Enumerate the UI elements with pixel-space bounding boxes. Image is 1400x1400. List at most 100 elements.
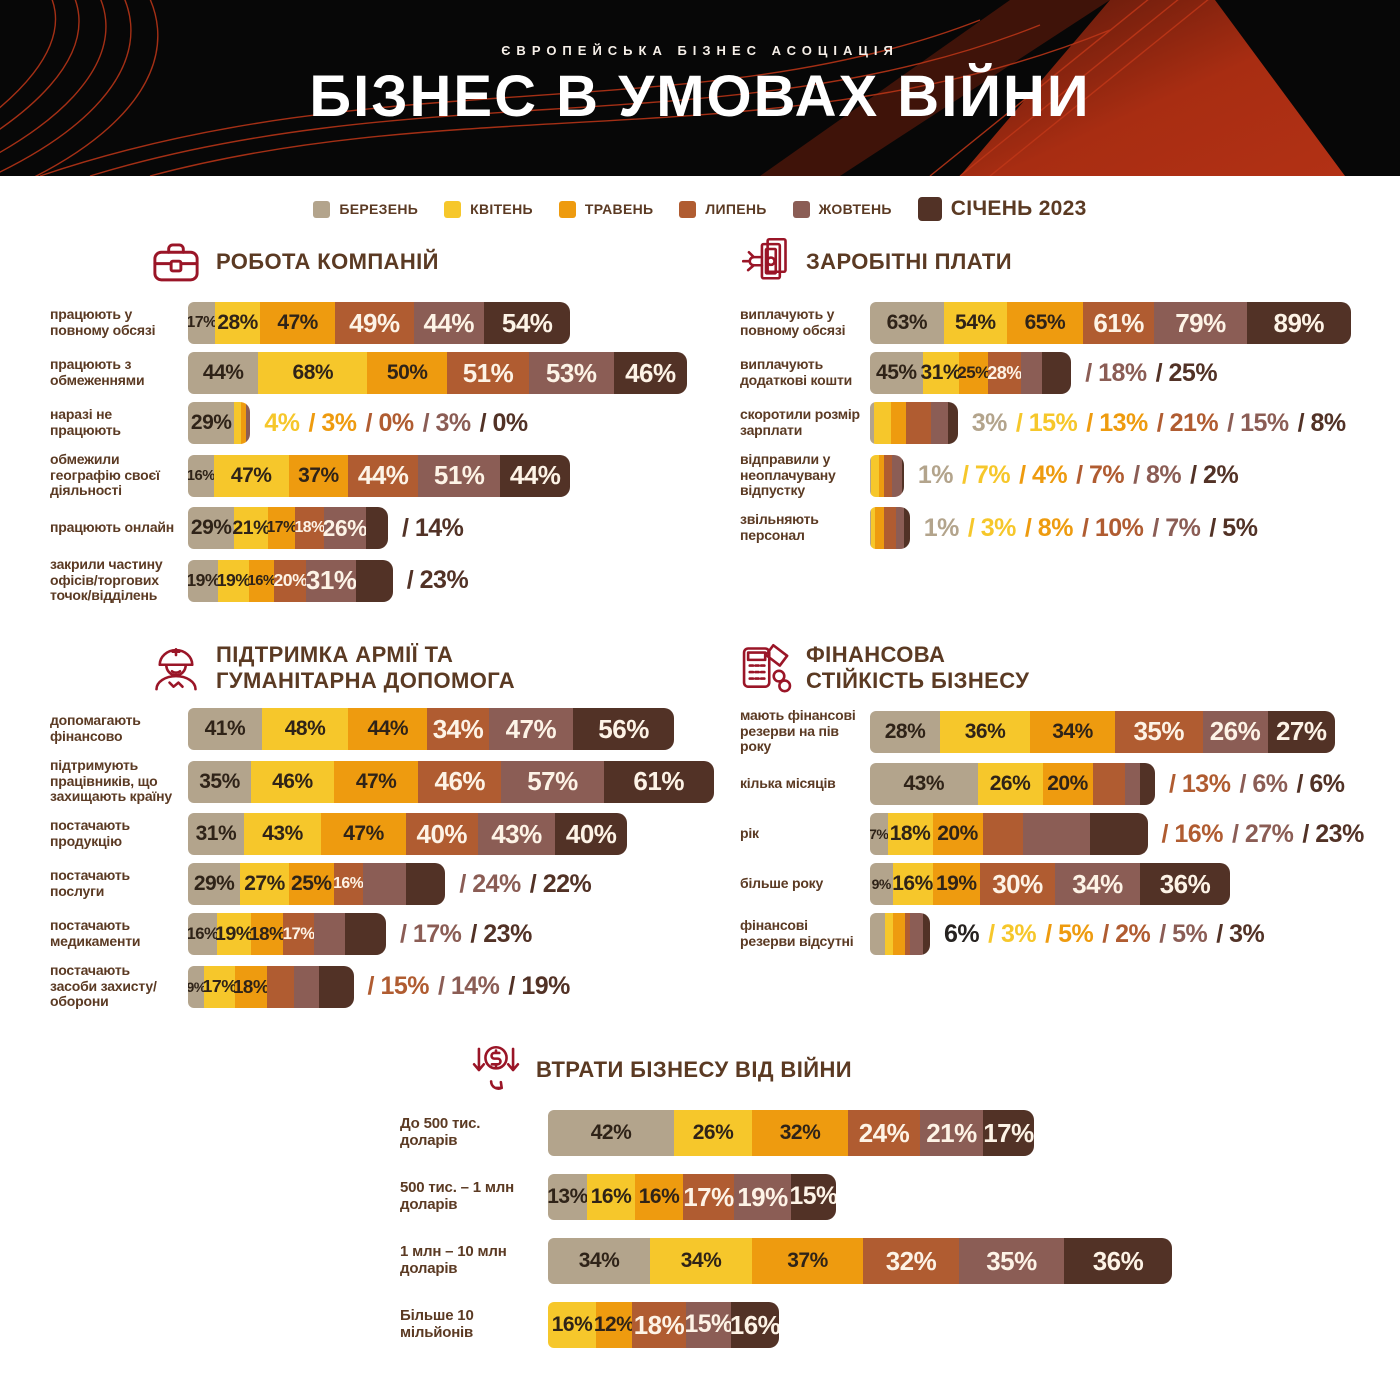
stacked-bar	[870, 913, 930, 956]
stacked-bar	[870, 454, 904, 497]
bar-segment: 17%	[683, 1174, 734, 1221]
bar-segment	[1125, 763, 1140, 806]
section-1: РОБОТА КОМПАНІЙ працюють у повному обсязі…	[50, 236, 740, 612]
segment-value: 27%	[1275, 716, 1327, 747]
segment-value: 63%	[886, 311, 928, 334]
row-label: постачають продукцію	[50, 817, 130, 850]
bar-segment: 34%	[548, 1238, 650, 1285]
chart-row: постачають засоби захисту/оборони 9% 17% 18…	[50, 962, 740, 1010]
bar-segment: 46%	[613, 352, 688, 394]
legend-swatch	[558, 200, 576, 218]
bar-segment: 32%	[863, 1238, 959, 1285]
chart-row: виплачують у повному обсязі 63% 54% 65% 61% 7…	[740, 302, 1400, 344]
segment-value: 50%	[386, 361, 428, 384]
section-header: ФІНАНСОВА СТІЙКІСТЬ БІЗНЕСУ	[740, 642, 1400, 694]
segment-value: 56%	[598, 713, 649, 744]
outside-values: / 23%	[407, 566, 469, 595]
bar-segment: 42%	[548, 1110, 674, 1157]
bar-segment: 16%	[333, 863, 364, 906]
segment-value: 46%	[272, 769, 313, 793]
bar-segment: 35%	[1115, 710, 1203, 753]
outside-value: / 23%	[1302, 819, 1364, 848]
bar-segment: 48%	[261, 708, 349, 751]
segment-value: 34%	[578, 1249, 620, 1273]
stacked-bar: 29% 27% 25% 16%	[188, 863, 446, 906]
bar-segment	[355, 559, 393, 602]
stacked-bar: 13% 16% 16% 17% 19% 15%	[548, 1174, 836, 1221]
segment-value: 47%	[230, 463, 272, 487]
row-label: 1 млн – 10 млн доларів	[400, 1243, 507, 1278]
segment-value: 17%	[266, 519, 298, 537]
segment-value: 16%	[729, 1309, 779, 1340]
outside-value: / 8%	[1133, 461, 1182, 489]
legend-label: БЕРЕЗЕНЬ	[339, 201, 419, 217]
section-header: ЗАРОБІТНІ ПЛАТИ	[740, 236, 1400, 288]
outside-value: / 15%	[367, 972, 430, 1001]
legend-item: КВІТЕНЬ	[444, 200, 533, 218]
chart-row: виплачують додаткові кошти 45% 31% 25% 28% / …	[740, 352, 1400, 394]
outside-value: / 22%	[529, 869, 592, 898]
outside-value: / 14%	[401, 513, 464, 542]
bar-segment: 16%	[587, 1174, 635, 1221]
bar-segment: 9%	[188, 965, 206, 1008]
segment-value: 34%	[680, 1249, 722, 1273]
outside-values: 1% / 7% / 4% / 7% / 8% / 2%	[918, 461, 1239, 490]
row-label: рік	[740, 825, 759, 842]
bar-segment: 15%	[789, 1174, 836, 1221]
bar-segment: 53%	[528, 352, 614, 394]
bar-segment: 44%	[348, 708, 428, 751]
stacked-bar: 41% 48% 44% 34% 47% 56%	[188, 708, 674, 751]
chart-row: фінансові резерви відсутні 6% / 3% / 5% / 2%…	[740, 913, 1400, 956]
legend-label: КВІТЕНЬ	[470, 201, 533, 217]
legend-item: ЖОВТЕНЬ	[792, 200, 892, 218]
segment-value: 28%	[884, 719, 926, 743]
legend-label: ТРАВЕНЬ	[584, 201, 654, 217]
bar-segment: 29%	[188, 863, 241, 906]
bar-segment	[884, 454, 893, 497]
bar-segment	[891, 402, 907, 444]
outside-value: / 3%	[967, 513, 1017, 542]
section-title: РОБОТА КОМПАНІЙ	[216, 249, 439, 275]
segment-value: 15%	[684, 1311, 733, 1339]
bar-segment: 29%	[188, 402, 235, 444]
bar-segment: 16%	[188, 454, 215, 497]
segment-value: 19%	[188, 570, 221, 591]
bar-segment	[362, 863, 406, 906]
segment-value: 20%	[273, 570, 308, 591]
segment-value: 16%	[551, 1313, 593, 1337]
segment-value: 51%	[433, 460, 485, 490]
bar-segment: 16%	[248, 559, 276, 602]
segment-value: 15%	[789, 1183, 836, 1211]
segment-value: 37%	[787, 1249, 828, 1273]
bar-segment: 61%	[603, 760, 714, 803]
outside-value: / 15%	[1227, 408, 1289, 437]
segment-value: 43%	[262, 822, 303, 846]
banknotes-icon	[740, 236, 792, 288]
outside-value: 4%	[264, 408, 300, 437]
legend-label: ЖОВТЕНЬ	[818, 201, 892, 217]
bar-segment: 34%	[650, 1238, 752, 1285]
bar-segment: 54%	[943, 302, 1007, 344]
segment-value: 17%	[983, 1117, 1034, 1148]
segment-value: 19%	[737, 1181, 788, 1212]
bar-segment: 46%	[251, 760, 334, 803]
bar-segment: 19%	[215, 913, 253, 956]
bar-segment: 31%	[921, 352, 962, 394]
row-label: виплачують додаткові кошти	[740, 356, 853, 388]
brand-name: ЄВРОПЕЙСЬКА БІЗНЕС АСОЦІАЦІЯ	[501, 42, 899, 58]
bar-segment	[234, 402, 241, 444]
segment-value: 28%	[217, 311, 258, 334]
segment-value: 48%	[284, 717, 326, 741]
segment-value: 47%	[343, 822, 384, 846]
segment-value: 26%	[1209, 716, 1261, 747]
bar-segment: 24%	[848, 1110, 920, 1157]
bar-segment: 20%	[1042, 763, 1093, 806]
bar-segment	[892, 913, 905, 956]
outside-value: / 3%	[988, 919, 1037, 948]
bar-segment: 45%	[870, 352, 923, 394]
bar-segment: 51%	[447, 352, 529, 394]
segment-value: 18%	[633, 1309, 685, 1340]
segment-value: 35%	[986, 1245, 1037, 1276]
row-label: працюють онлайн	[50, 519, 175, 536]
segment-value: 49%	[349, 307, 400, 338]
